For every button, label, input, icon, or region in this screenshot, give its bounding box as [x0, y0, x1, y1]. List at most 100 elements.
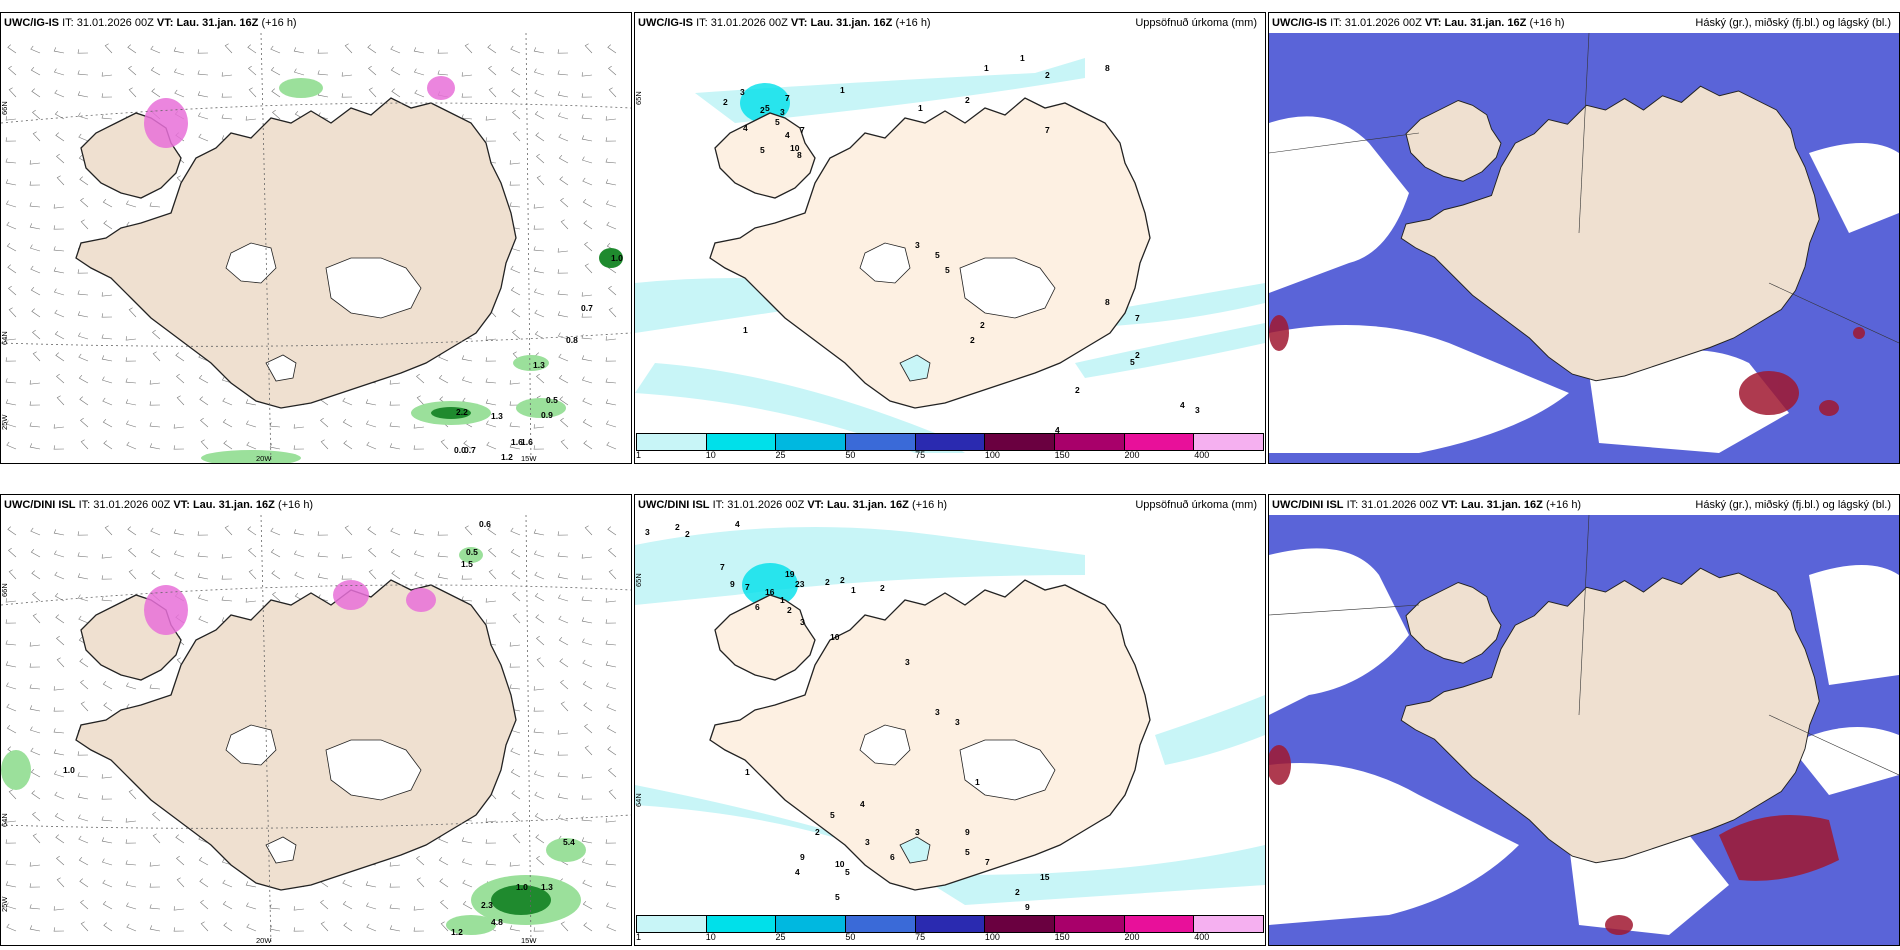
wind-barb [558, 637, 569, 646]
wind-barb [416, 855, 425, 866]
wind-barb [197, 49, 209, 54]
wind-barb [30, 549, 41, 558]
wind-barb [77, 772, 89, 778]
map-value-label: 2 [825, 577, 830, 587]
wind-barb [125, 839, 137, 844]
wind-barb [221, 114, 233, 120]
wind-barb [462, 879, 473, 888]
wind-barb [53, 707, 65, 712]
wind-barb [557, 311, 569, 318]
wind-barb [583, 922, 593, 932]
wind-labels: 1.00.70.81.32.2 1.3 0.91.61.20.00.71.60.5 [454, 253, 623, 462]
wind-barb [53, 445, 65, 450]
wind-barb [125, 399, 137, 406]
precip-map[interactable]: 3 2 2 4 7 9 7 16 19 23 2 1 2 6 3 10 2 1 2 1 4 5 2 3 6 9 10 5 3 9 5 7 15 2… [635, 515, 1265, 945]
wind-barb [607, 526, 617, 536]
wind-barb [200, 417, 209, 428]
wind-barb [293, 424, 305, 429]
wind-barb [581, 795, 593, 800]
wind-barb [197, 531, 209, 536]
wind-barb [78, 857, 89, 866]
wind-barb [102, 901, 113, 910]
wind-barb [80, 899, 89, 910]
wind-barb [560, 921, 569, 932]
wind-barb [102, 681, 113, 690]
wind-barb [389, 904, 401, 910]
precip-map[interactable]: 2 4 3 2 7 3 5 5 4 10 8 7 5 1 1 1 2 1 1 2 8 7 5 3 5 2 2 2 4 3 4 8 7 2 5 65N [635, 33, 1265, 463]
wind-barb [128, 65, 137, 76]
wind-barb [559, 396, 569, 406]
wind-barb [79, 658, 89, 668]
wind-barb [413, 906, 425, 911]
panel-title: UWC/DINI ISL IT: 31.01.2026 00Z VT: Lau.… [1272, 499, 1891, 511]
wind-barb [32, 613, 41, 624]
wind-barb [608, 569, 617, 580]
wind-barb [416, 373, 425, 384]
wind-map[interactable]: 66N 64N 25W 20W 15W 1.0 0.7 0.8 1.3 2.2 1.3 0.… [1, 33, 631, 463]
wind-barb [270, 45, 281, 54]
wind-barb [78, 375, 89, 384]
wind-barb [53, 225, 65, 230]
wind-barb [29, 726, 41, 734]
map-value-label: 2 [723, 97, 728, 107]
wind-barb [534, 309, 545, 318]
wind-barb [197, 70, 209, 76]
wind-barb [77, 112, 89, 120]
wind-barb [5, 860, 17, 866]
svg-text:25W: 25W [1, 414, 9, 430]
wind-barb [125, 881, 137, 888]
wind-barb [533, 267, 545, 274]
wind-barb [176, 855, 185, 866]
wind-barb [6, 243, 17, 252]
colorbar-swatch [637, 434, 707, 450]
cloud-map[interactable] [1269, 515, 1899, 945]
map-value-label: 9 [965, 827, 970, 837]
map-value-label: 8 [1105, 297, 1110, 307]
wind-barb [485, 860, 497, 866]
map-value-label: 0.7 [581, 303, 593, 313]
wind-barb [56, 153, 65, 164]
map-value-label: 16 [765, 587, 775, 597]
wind-barb [461, 72, 473, 77]
svg-text:64N: 64N [635, 793, 643, 807]
wind-barb [29, 663, 41, 668]
wind-barb [104, 525, 113, 536]
colorbar-swatch [915, 434, 986, 450]
wind-map[interactable]: 66N 64N 25W 20W 15W 0.6 0.5 1.5 1.0 1.0 1.3 2.… [1, 515, 631, 945]
wind-barb [413, 445, 425, 450]
wind-barb [200, 439, 209, 450]
wind-barb [581, 135, 593, 142]
wind-barb [606, 703, 617, 712]
wind-barb [29, 401, 41, 406]
map-value-label: 23 [795, 579, 805, 589]
wind-barb [53, 550, 65, 558]
wind-barb [125, 860, 137, 866]
wind-barb [581, 313, 593, 318]
wind-barb [389, 443, 401, 450]
cloud-map-svg [1269, 515, 1899, 945]
wind-barb [438, 375, 449, 384]
wind-barb [152, 351, 161, 362]
wind-barb [582, 419, 593, 428]
wind-barb [197, 573, 209, 580]
wind-barb [557, 730, 569, 735]
wind-barb [221, 575, 233, 580]
wind-barb [320, 417, 329, 428]
wind-barb [533, 424, 545, 429]
wind-barb [416, 877, 425, 888]
wind-barb [437, 49, 449, 54]
map-value-label: 5 [845, 867, 850, 877]
wind-barb [582, 879, 593, 888]
wind-barb [464, 525, 473, 536]
wind-barb [101, 575, 113, 580]
cloud-map[interactable] [1269, 33, 1899, 463]
panel-precip-igis: UWC/IG-IS IT: 31.01.2026 00Z VT: Lau. 31… [634, 12, 1266, 464]
map-value-label: 3 [905, 657, 910, 667]
wind-barb [559, 176, 569, 186]
wind-barb [367, 526, 377, 536]
wind-barb [293, 550, 305, 558]
map-value-label: 2 [1015, 887, 1020, 897]
wind-barb [248, 87, 257, 98]
wind-barb [272, 591, 281, 602]
